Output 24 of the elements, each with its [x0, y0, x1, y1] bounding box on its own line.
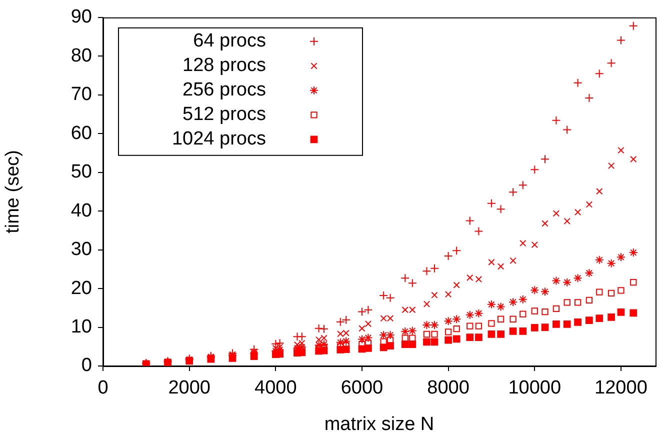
- legend-label: 512 procs: [182, 104, 266, 126]
- x-tick-label: 12000: [594, 378, 648, 399]
- x-tick-label: 2000: [168, 378, 210, 399]
- x-tick-label: 6000: [340, 378, 384, 399]
- legend-label: 64 procs: [193, 30, 266, 52]
- x-axis-title: matrix size N: [324, 414, 434, 435]
- legend-label: 256 procs: [182, 80, 266, 101]
- y-tick-label: 90: [70, 6, 92, 28]
- y-tick-label: 40: [70, 200, 92, 222]
- legend-label: 128 procs: [182, 55, 266, 76]
- y-tick-label: 0: [81, 355, 92, 376]
- y-tick-label: 70: [70, 84, 92, 106]
- x-tick-label: 10000: [508, 378, 562, 399]
- y-tick-label: 30: [70, 239, 92, 260]
- x-tick-label: 4000: [254, 378, 297, 399]
- legend-label: 1024 procs: [172, 128, 266, 150]
- y-axis-title: time (sec): [2, 150, 24, 234]
- y-tick-label: 60: [70, 122, 92, 144]
- x-tick-label: 8000: [427, 378, 470, 399]
- y-tick-label: 80: [70, 45, 92, 66]
- y-tick-label: 10: [70, 316, 92, 338]
- x-tick-label: 0: [98, 378, 108, 399]
- y-tick-label: 20: [70, 278, 92, 299]
- y-tick-label: 50: [70, 162, 92, 183]
